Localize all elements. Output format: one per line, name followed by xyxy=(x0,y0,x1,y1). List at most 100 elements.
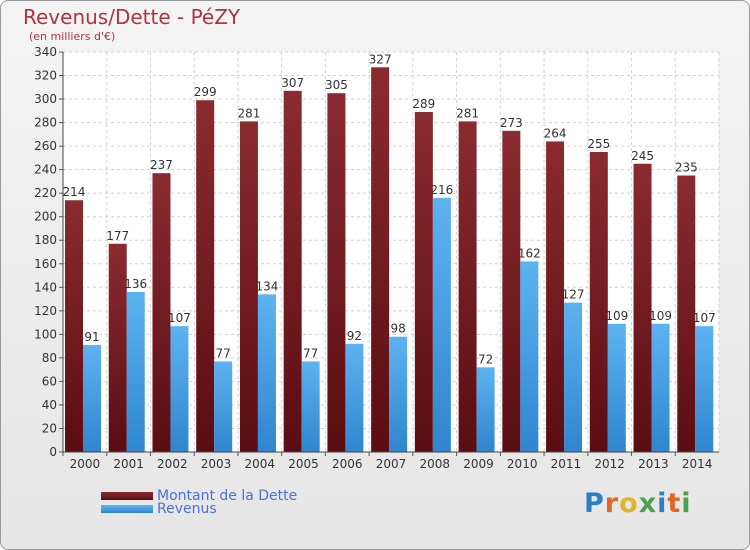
y-tick-label: 340 xyxy=(34,45,57,59)
chart-subtitle: (en milliers d'€) xyxy=(29,30,116,43)
bar-dette-2005 xyxy=(283,90,302,452)
bar-revenus-2012 xyxy=(607,323,626,452)
bar-dette-2014 xyxy=(677,175,696,452)
y-tick-label: 80 xyxy=(42,351,57,365)
y-tick-label: 260 xyxy=(34,139,57,153)
y-tick-label: 160 xyxy=(34,257,57,271)
bar-revenus-2001 xyxy=(126,292,145,452)
data-label-revenus-2006: 92 xyxy=(347,329,362,343)
x-tick-label: 2000 xyxy=(70,457,101,471)
bar-revenus-2009 xyxy=(476,367,495,452)
y-tick-label: 320 xyxy=(34,69,57,83)
data-label-revenus-2013: 109 xyxy=(649,309,672,323)
x-tick-label: 2011 xyxy=(551,457,582,471)
bar-revenus-2002 xyxy=(170,326,189,452)
bar-dette-2010 xyxy=(502,130,521,452)
bar-dette-2008 xyxy=(414,112,433,452)
bar-dette-2011 xyxy=(546,141,565,453)
legend-item-revenus: Revenus xyxy=(101,501,217,517)
logo-letter: o xyxy=(619,488,639,519)
y-tick-label: 100 xyxy=(34,327,57,341)
y-tick-label: 180 xyxy=(34,233,57,247)
axis-layer: 0 20 40 60 80 100 120 140 160 180 200 220 240 260 280 3… xyxy=(34,45,719,471)
data-label-dette-2000: 214 xyxy=(63,185,86,199)
data-label-dette-2012: 255 xyxy=(587,137,610,151)
proxiti-logo: Proxiti xyxy=(584,488,692,519)
data-label-revenus-2008: 216 xyxy=(430,183,453,197)
legend-swatch-revenus xyxy=(101,505,153,513)
legend-swatch-dette xyxy=(101,492,153,500)
bar-dette-2002 xyxy=(152,173,171,453)
bar-dette-2009 xyxy=(458,121,477,452)
bar-dette-2004 xyxy=(239,121,258,452)
x-tick-label: 2006 xyxy=(332,457,363,471)
x-tick-label: 2008 xyxy=(419,457,450,471)
data-label-revenus-2001: 136 xyxy=(124,277,147,291)
data-label-dette-2007: 327 xyxy=(369,52,392,66)
y-tick-label: 140 xyxy=(34,280,57,294)
y-tick-label: 40 xyxy=(42,398,57,412)
bar-dette-2013 xyxy=(633,163,652,452)
bar-revenus-2007 xyxy=(389,336,408,452)
data-label-revenus-2010: 162 xyxy=(518,246,541,260)
x-tick-label: 2003 xyxy=(201,457,232,471)
x-tick-label: 2005 xyxy=(288,457,319,471)
data-label-revenus-2014: 107 xyxy=(693,311,716,325)
bar-revenus-2014 xyxy=(695,326,714,452)
data-label-revenus-2009: 72 xyxy=(478,352,493,366)
bar-revenus-2010 xyxy=(520,261,539,452)
x-tick-label: 2002 xyxy=(157,457,188,471)
bar-revenus-2005 xyxy=(301,361,320,452)
data-label-dette-2009: 281 xyxy=(456,106,479,120)
data-label-revenus-2011: 127 xyxy=(562,288,585,302)
x-tick-label: 2010 xyxy=(507,457,538,471)
y-tick-label: 0 xyxy=(49,445,57,459)
bar-revenus-2011 xyxy=(564,302,583,452)
data-label-revenus-2005: 77 xyxy=(303,346,318,360)
data-label-dette-2004: 281 xyxy=(237,106,260,120)
y-tick-label: 20 xyxy=(42,421,57,435)
bar-revenus-2000 xyxy=(83,344,101,452)
bar-revenus-2003 xyxy=(214,361,233,452)
x-tick-label: 2012 xyxy=(594,457,625,471)
bars-layer xyxy=(65,67,714,453)
bar-revenus-2004 xyxy=(257,294,276,452)
bar-revenus-2013 xyxy=(651,323,670,452)
x-tick-label: 2014 xyxy=(682,457,713,471)
data-label-dette-2002: 237 xyxy=(150,158,173,172)
data-label-dette-2008: 289 xyxy=(412,97,435,111)
labels-layer: 214 91 177 136 237 107 299 77 281 134 307 77 305 92 32… xyxy=(63,52,716,366)
bar-dette-2007 xyxy=(371,67,390,452)
y-tick-label: 280 xyxy=(34,116,57,130)
legend-label-dette: Montant de la Dette xyxy=(157,488,298,504)
x-tick-label: 2013 xyxy=(638,457,669,471)
logo-letter: r xyxy=(604,488,620,519)
data-label-revenus-2012: 109 xyxy=(605,309,628,323)
y-tick-label: 120 xyxy=(34,304,57,318)
bar-dette-2003 xyxy=(196,100,215,452)
logo-letter: P xyxy=(584,488,605,519)
data-label-dette-2005: 307 xyxy=(281,76,304,90)
data-label-dette-2013: 245 xyxy=(631,149,654,163)
x-tick-label: 2009 xyxy=(463,457,494,471)
y-tick-label: 200 xyxy=(34,210,57,224)
logo-letter: i xyxy=(657,488,668,519)
chart-title: Revenus/Dette - PéZY xyxy=(23,5,241,29)
legend-item-dette: Montant de la Dette xyxy=(101,488,297,504)
bar-revenus-2008 xyxy=(432,197,451,452)
logo-letter: x xyxy=(638,488,658,519)
y-tick-label: 220 xyxy=(34,186,57,200)
data-label-revenus-2000: 91 xyxy=(84,330,99,344)
bar-revenus-2006 xyxy=(345,343,364,452)
data-label-dette-2010: 273 xyxy=(500,116,523,130)
x-tick-label: 2004 xyxy=(245,457,276,471)
bar-dette-2006 xyxy=(327,93,346,453)
y-tick-label: 240 xyxy=(34,163,57,177)
data-label-dette-2006: 305 xyxy=(325,78,348,92)
data-label-dette-2003: 299 xyxy=(194,85,217,99)
bar-dette-2001 xyxy=(108,243,127,452)
y-tick-label: 60 xyxy=(42,374,57,388)
x-tick-label: 2001 xyxy=(113,457,144,471)
data-label-dette-2011: 264 xyxy=(544,126,567,140)
